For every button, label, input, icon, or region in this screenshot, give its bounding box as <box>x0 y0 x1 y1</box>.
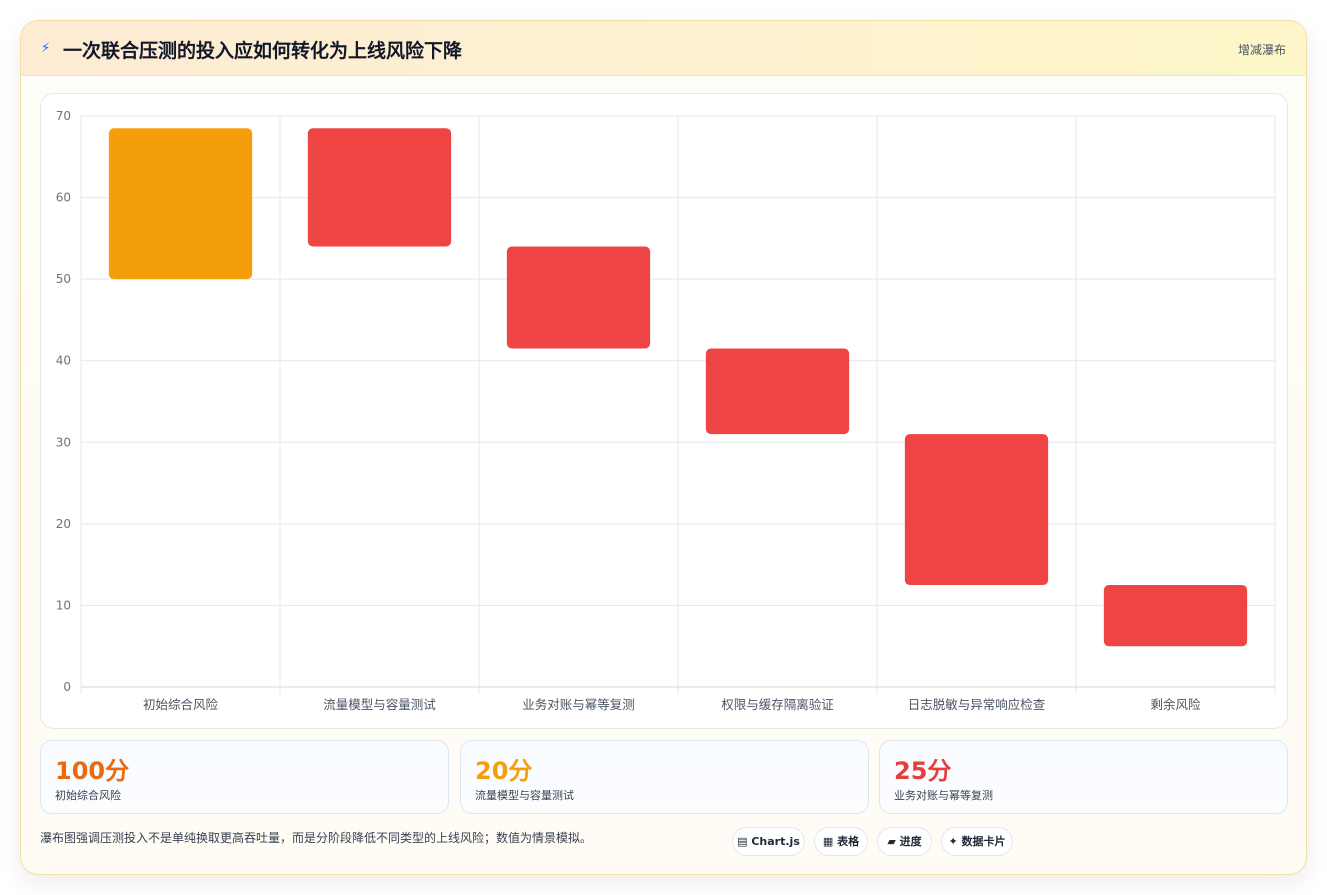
stat-label: 业务对账与幂等复测 <box>894 789 993 802</box>
waterfall-bar[interactable] <box>904 434 1049 586</box>
stat-value: 25分 <box>894 757 952 785</box>
chip-progress[interactable]: ▰ 进度 <box>877 827 932 856</box>
stat-value: 20分 <box>475 757 533 785</box>
progress-icon: ▰ <box>887 835 896 848</box>
stat-card-1: 100分 初始综合风险 <box>40 740 449 814</box>
x-tick-label: 剩余风险 <box>1150 697 1201 712</box>
waterfall-bar[interactable] <box>1103 585 1248 647</box>
waterfall-bar[interactable] <box>307 128 452 247</box>
chart-type-tag: 增减瀑布 <box>1237 43 1286 57</box>
footer-note: 瀑布图强调压测投入不是单纯换取更高吞吐量，而是分阶段降低不同类型的上线风险；数值… <box>40 831 593 845</box>
x-tick-label: 初始综合风险 <box>143 697 219 712</box>
stat-card-2: 20分 流量模型与容量测试 <box>460 740 869 814</box>
y-tick-label: 0 <box>63 680 71 694</box>
y-tick-label: 20 <box>56 517 71 531</box>
chip-data-card[interactable]: ✦ 数据卡片 <box>941 827 1013 856</box>
page-title: 一次联合压测的投入应如何转化为上线风险下降 <box>63 40 463 62</box>
y-tick-label: 50 <box>56 272 71 286</box>
chip-table[interactable]: ▦ 表格 <box>814 827 868 856</box>
chip-label: 进度 <box>899 835 922 848</box>
chip-chartjs[interactable]: ▤ Chart.js <box>732 827 805 856</box>
waterfall-bar[interactable] <box>705 348 850 435</box>
chip-label: 数据卡片 <box>961 835 1006 848</box>
table-icon: ▦ <box>822 835 834 848</box>
chart-svg: 0 10 20 30 40 50 60 70 初始综合风险 流量模型与容量测试 业务对账与幂等复测 权… <box>56 109 1276 712</box>
chip-label: Chart.js <box>751 835 800 848</box>
y-tick-label: 70 <box>56 109 71 123</box>
x-tick-label: 权限与缓存隔离验证 <box>721 697 834 712</box>
y-tick-label: 60 <box>56 191 71 205</box>
lightning-icon: ⚡ <box>41 41 51 56</box>
waterfall-chart: 0 10 20 30 40 50 60 70 初始综合风险 流量模型与容量测试 业务对账与幂等复测 权… <box>40 93 1288 729</box>
x-tick-label: 业务对账与幂等复测 <box>522 697 635 712</box>
card-header: ⚡ 一次联合压测的投入应如何转化为上线风险下降 增减瀑布 <box>21 21 1306 76</box>
stat-card-3: 25分 业务对账与幂等复测 <box>879 740 1288 814</box>
x-tick-label: 流量模型与容量测试 <box>323 697 436 712</box>
dashboard-card: ⚡ 一次联合压测的投入应如何转化为上线风险下降 增减瀑布 0 10 20 30 40 50… <box>20 20 1307 875</box>
chip-label: 表格 <box>837 835 860 848</box>
y-tick-label: 10 <box>56 598 71 612</box>
stat-label: 初始综合风险 <box>55 789 121 802</box>
chart-icon: ▤ <box>737 835 748 848</box>
stat-label: 流量模型与容量测试 <box>475 789 574 802</box>
x-tick-label: 日志脱敏与异常响应检查 <box>908 697 1046 712</box>
stat-value: 100分 <box>55 757 130 785</box>
waterfall-bar[interactable] <box>108 128 253 280</box>
y-tick-label: 40 <box>56 354 71 368</box>
y-tick-label: 30 <box>56 435 71 449</box>
waterfall-bar[interactable] <box>506 246 651 349</box>
sparkle-icon: ✦ <box>948 835 958 848</box>
